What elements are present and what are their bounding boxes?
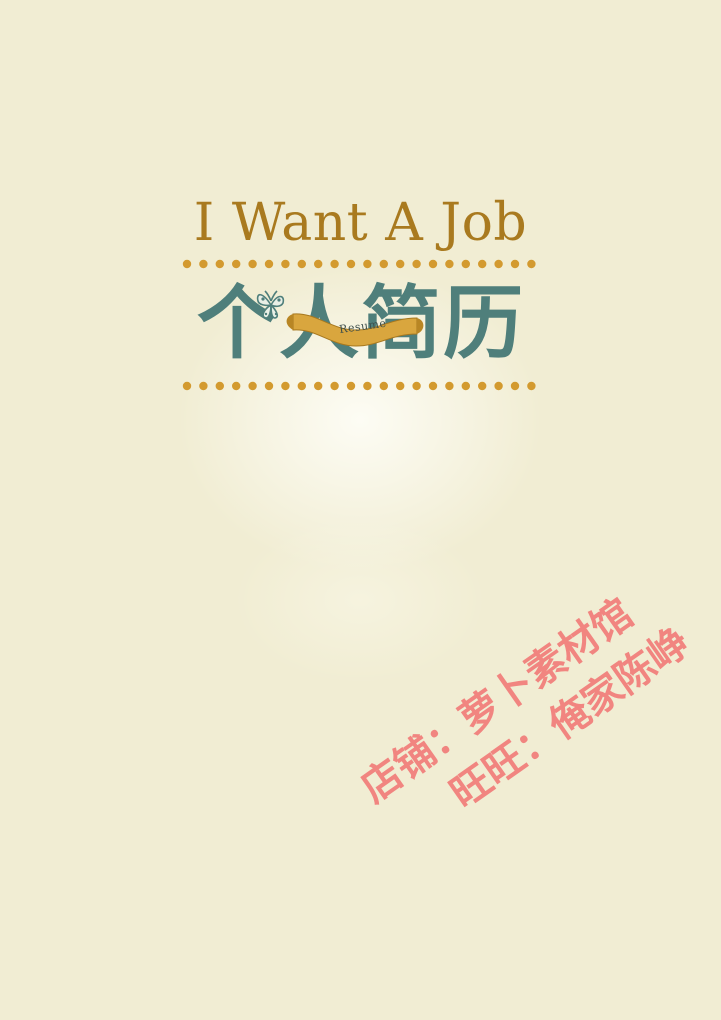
dotted-divider-top <box>182 259 536 269</box>
title-chinese: 个人简历 <box>197 277 525 370</box>
title-chinese-block: 个人简历 <box>181 272 541 380</box>
title-english: I Want A Job <box>193 193 528 253</box>
butterfly-icon <box>256 290 285 319</box>
dotted-divider-bottom <box>182 381 536 391</box>
ribbon-banner-icon <box>286 313 424 347</box>
